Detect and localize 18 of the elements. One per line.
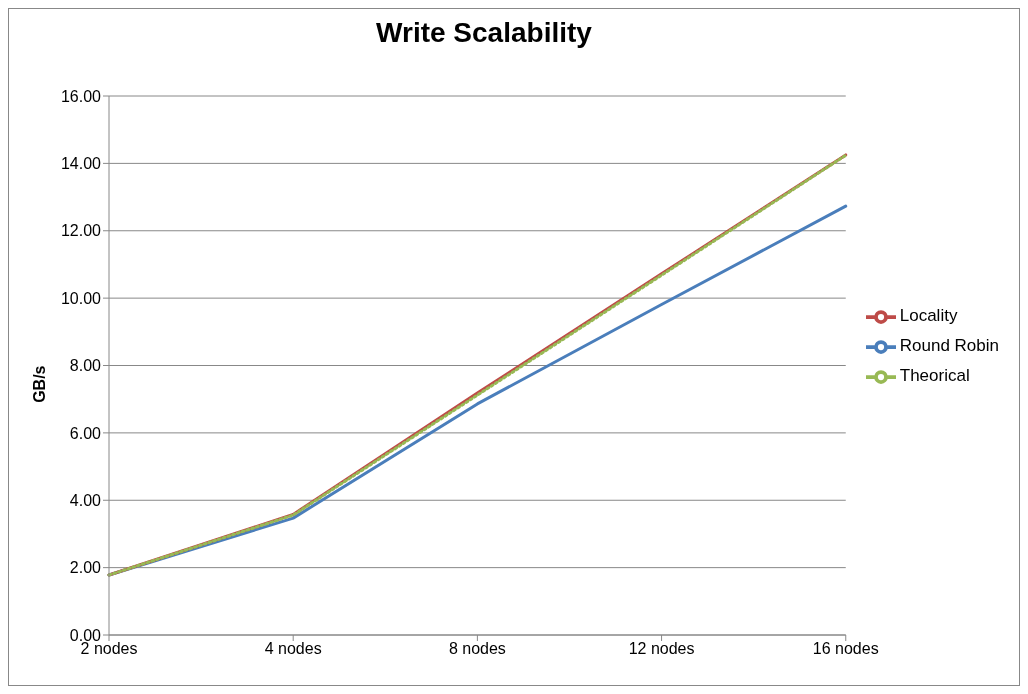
x-tick-label: 4 nodes [264, 640, 322, 658]
y-tick-label: 6.00 [69, 424, 102, 442]
legend-label: Theorical [899, 366, 970, 386]
y-tick-label: 8.00 [69, 357, 102, 375]
y-tick-label: 14.00 [60, 155, 102, 173]
x-tick-label: 2 nodes [80, 640, 138, 658]
x-tick-label: 8 nodes [448, 640, 506, 658]
chart-title: Write Scalability [375, 17, 593, 49]
x-tick-label: 12 nodes [628, 640, 695, 658]
legend-label: Round Robin [899, 336, 999, 356]
y-tick-label: 12.00 [60, 222, 102, 240]
y-axis-title: GB/s [30, 365, 48, 403]
y-tick-label: 16.00 [60, 87, 102, 105]
y-tick-label: 10.00 [60, 289, 102, 307]
legend-label: Locality [899, 306, 958, 326]
y-tick-label: 4.00 [69, 491, 102, 509]
y-tick-label: 2.00 [69, 559, 102, 577]
x-tick-label: 16 nodes [812, 640, 879, 658]
